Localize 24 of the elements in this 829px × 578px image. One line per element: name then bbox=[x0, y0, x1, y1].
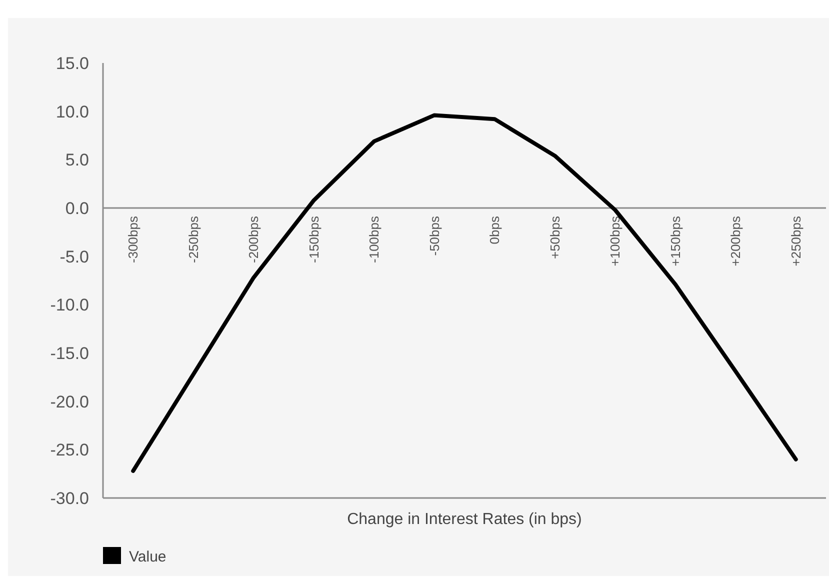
legend-label: Value bbox=[129, 548, 166, 566]
y-tick-label: -10.0 bbox=[50, 296, 89, 315]
y-tick-label: 5.0 bbox=[65, 150, 89, 170]
x-tick-label: -50bps bbox=[426, 216, 442, 256]
x-tick-label: +150bps bbox=[668, 216, 683, 266]
x-tick-label: -200bps bbox=[246, 216, 262, 263]
x-tick-label: +200bps bbox=[728, 216, 744, 266]
y-tick-label: -30.0 bbox=[50, 488, 89, 508]
x-tick-label: -100bps bbox=[366, 216, 382, 263]
x-tick-label: +100bps bbox=[608, 216, 623, 266]
x-tick-label: 0bps bbox=[487, 216, 502, 244]
y-tick-label: -5.0 bbox=[60, 247, 89, 266]
y-tick-label: 0.0 bbox=[65, 198, 89, 218]
y-tick-label: -25.0 bbox=[50, 440, 89, 460]
y-tick-label: 15.0 bbox=[56, 54, 89, 73]
x-tick-label: +50bps bbox=[547, 216, 562, 260]
x-tick-label: -150bps bbox=[306, 216, 322, 263]
y-tick-label: -15.0 bbox=[50, 344, 89, 363]
x-tick-label: -250bps bbox=[186, 216, 201, 263]
x-axis-title: Change in Interest Rates (in bps) bbox=[347, 511, 582, 528]
x-tick-label: +250bps bbox=[788, 216, 804, 266]
x-tick-label: -300bps bbox=[126, 216, 141, 263]
y-tick-label: 10.0 bbox=[56, 102, 89, 122]
y-tick-label: -20.0 bbox=[50, 392, 89, 412]
